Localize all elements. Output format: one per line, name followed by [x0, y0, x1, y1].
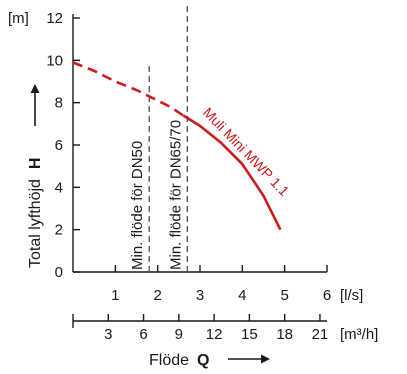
y-axis-title-symbol: H	[27, 158, 44, 170]
y-axis-title-text: Total lyfthöjd	[27, 179, 44, 268]
secondary-x-tick-label: 21	[312, 326, 329, 343]
axes	[72, 14, 327, 328]
y-axis-unit: [m]	[8, 10, 29, 27]
secondary-x-tick-label: 9	[175, 326, 183, 343]
y-axis-title: Total lyfthöjd H	[27, 84, 44, 268]
y-tick-label: 10	[46, 52, 63, 69]
secondary-x-tick-label: 18	[276, 326, 293, 343]
x-tick-label: 6	[323, 287, 331, 304]
y-tick-label: 4	[55, 179, 63, 196]
y-tick-label: 8	[55, 95, 63, 112]
x-ticks: 1 2 3 4 5 6	[111, 265, 331, 304]
secondary-x-axis-unit: [m³/h]	[340, 326, 378, 343]
y-axis-title-arrow-head	[30, 84, 40, 93]
x-axis-title: Flöde Q	[149, 352, 270, 369]
x-axis-title-symbol: Q	[197, 352, 209, 369]
annotations: Min. flöde för DN50 Min. flöde för DN65/7…	[129, 5, 188, 272]
x-tick-label: 4	[238, 287, 246, 304]
secondary-x-tick-label: 12	[206, 326, 223, 343]
y-ticks: 0 2 4 6 8 10 12	[46, 10, 80, 281]
series-label: Muli Mini MWP 1.1	[200, 104, 293, 199]
y-tick-label: 6	[55, 137, 63, 154]
pump-curve-solid	[182, 114, 282, 231]
x-tick-label: 5	[280, 287, 288, 304]
svg-text:Total lyfthöjdH: Total lyfthöjd H	[27, 158, 44, 269]
secondary-x-tick-label: 15	[241, 326, 258, 343]
pump-curve-dashed	[72, 61, 184, 117]
y-tick-label: 2	[55, 222, 63, 239]
x-tick-label: 3	[196, 287, 204, 304]
min-flow-label: Min. flöde för DN65/70	[167, 120, 184, 270]
min-flow-label: Min. flöde för DN50	[129, 141, 146, 270]
secondary-x-ticks: 3 6 9 12 15 18 21	[104, 314, 328, 343]
x-tick-label: 1	[111, 287, 119, 304]
secondary-x-tick-label: 6	[139, 326, 147, 343]
y-tick-label: 12	[46, 10, 63, 27]
x-axis-title-text: Flöde	[149, 352, 189, 369]
secondary-x-tick-label: 3	[104, 326, 112, 343]
x-tick-label: 2	[153, 287, 161, 304]
y-tick-label: 0	[55, 264, 63, 281]
x-axis-title-arrow-head	[261, 354, 270, 364]
x-axis-unit: [l/s]	[340, 287, 363, 304]
